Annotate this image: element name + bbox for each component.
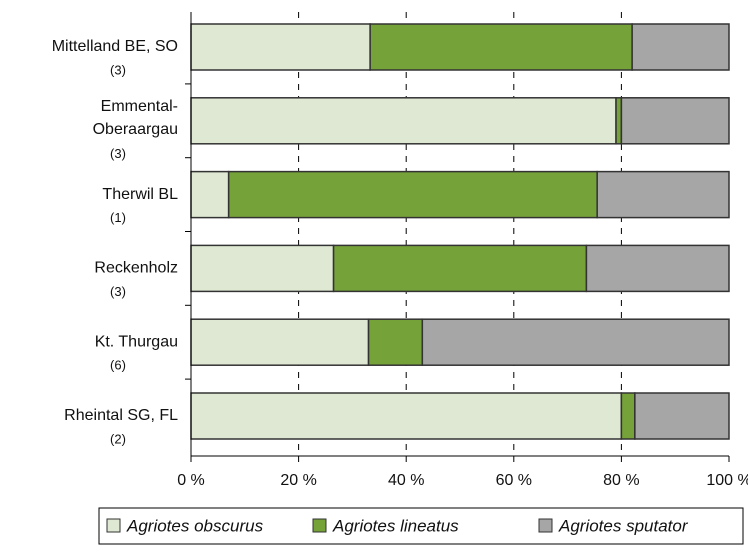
bar-segment [367,318,424,366]
bar-segment [190,244,335,293]
x-tick-label: 100 % [706,472,748,489]
legend-label: Agriotes sputator [558,516,689,535]
bar-segment [631,23,730,71]
category-label: (3) [110,62,126,77]
bar-segment [332,244,588,293]
category-label: Mittelland BE, SO [52,38,178,55]
category-label: Therwil BL [102,186,178,203]
category-label: (6) [110,358,126,373]
category-label: Rheintal SG, FL [64,407,178,424]
x-tick-label: 60 % [496,472,532,489]
x-tick-label: 20 % [280,472,316,489]
x-tick-label: 80 % [603,472,639,489]
legend-label: Agriotes obscurus [126,516,264,535]
category-label: Kt. Thurgau [95,333,178,350]
bar-segment [369,23,633,71]
legend-swatch [312,518,327,533]
legend-box [98,507,744,545]
bar-segment [585,244,730,293]
legend-swatch [538,518,553,533]
category-label: (3) [110,284,126,299]
bar-segment [190,170,230,219]
bar-segment [620,97,730,145]
category-label: Emmental- [101,98,178,115]
x-tick-label: 0 % [177,472,205,489]
category-label: Reckenholz [94,260,178,277]
legend-label: Agriotes lineatus [332,516,459,535]
x-tick-label: 40 % [388,472,424,489]
bar-segment [421,318,730,366]
bar-segment [596,170,730,219]
bar-segment [615,97,623,145]
category-label: (2) [110,431,126,446]
bar-segment [190,97,617,145]
bar-segment [227,170,598,219]
bar-segment [634,392,730,440]
legend-swatch [106,518,121,533]
bar-segment [190,318,370,366]
category-label: (3) [110,146,126,161]
category-label: (1) [110,210,126,225]
category-label: Oberaargau [93,121,178,138]
bar-segment [620,392,636,440]
bar-segment [190,23,371,71]
bar-segment [190,392,623,440]
